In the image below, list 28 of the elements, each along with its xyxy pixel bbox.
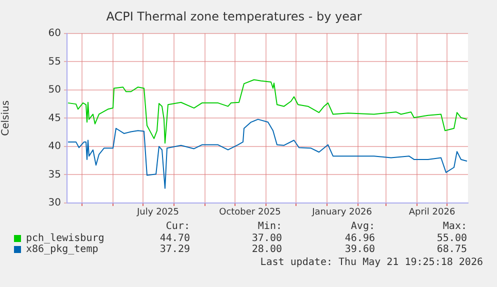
y-tick-label: 60 xyxy=(48,28,61,39)
text: 37.00 xyxy=(252,233,282,244)
text: 39.60 xyxy=(344,244,375,255)
x-tick-label: April 2026 xyxy=(408,208,456,218)
text: 44.70 xyxy=(160,233,190,244)
y-tick-label: 30 xyxy=(48,198,61,209)
y-tick-label: 35 xyxy=(48,169,61,180)
y-axis-title: Celsius xyxy=(0,100,12,136)
legend-label: pch_lewisburg xyxy=(26,233,104,244)
text: 28.00 xyxy=(252,244,282,255)
text: 55.00 xyxy=(436,233,467,244)
text: 37.29 xyxy=(160,244,190,255)
chart-title: ACPI Thermal zone temperatures - by year xyxy=(106,9,362,24)
x-tick-label: October 2025 xyxy=(219,208,281,218)
x-tick-label: July 2025 xyxy=(136,208,179,218)
text: Cur: xyxy=(166,221,190,232)
y-tick-label: 40 xyxy=(48,141,61,152)
y-tick-label: 50 xyxy=(48,84,61,96)
x-tick-label: January 2026 xyxy=(311,208,372,218)
text: Max: xyxy=(442,221,467,232)
text: 46.96 xyxy=(344,233,375,244)
text: Min: xyxy=(258,221,282,232)
text: Last update: Thu May 21 19:25:18 2026 xyxy=(260,257,483,268)
y-tick-label: 45 xyxy=(48,112,61,124)
text: 68.75 xyxy=(436,244,467,255)
text: Avg: xyxy=(350,221,375,232)
legend-label: x86_pkg_temp xyxy=(26,244,98,255)
y-tick-label: 55 xyxy=(48,56,61,68)
